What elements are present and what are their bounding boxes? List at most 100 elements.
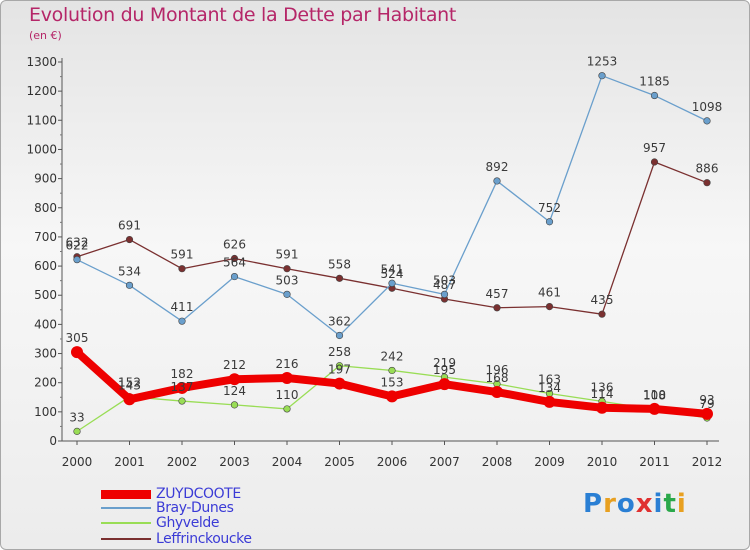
data-point-leffrinckoucke	[125, 235, 134, 244]
x-tick-label: 2004	[272, 455, 303, 469]
data-point-leffrinckoucke	[493, 304, 501, 312]
data-point-zuydcoote	[333, 377, 346, 390]
data-point-zuydcoote	[438, 378, 451, 391]
data-point-bray-dunes	[440, 290, 449, 298]
data-point-zuydcoote	[491, 386, 503, 399]
data-label-zuydcoote: 305	[66, 331, 89, 345]
data-point-zuydcoote	[71, 346, 83, 359]
y-tick-label: 1300	[26, 55, 57, 69]
y-tick-label: 400	[34, 317, 57, 331]
data-label-ghyvelde: 242	[381, 349, 404, 363]
data-label-ghyvelde: 110	[276, 388, 299, 402]
legend-label: ZUYDCOOTE	[156, 486, 241, 502]
data-point-leffrinckoucke	[178, 265, 186, 273]
data-point-bray-dunes	[335, 331, 344, 340]
legend-swatch	[101, 489, 151, 499]
data-label-zuydcoote: 197	[328, 363, 351, 377]
data-label-ghyvelde: 33	[69, 410, 84, 424]
data-label-bray-dunes: 752	[538, 201, 561, 215]
x-tick-label: 2001	[114, 455, 145, 469]
x-tick-label: 2007	[429, 455, 460, 469]
x-tick-label: 2005	[324, 455, 355, 469]
data-point-bray-dunes	[230, 272, 239, 281]
logo-letter: o	[616, 489, 636, 519]
x-tick-label: 2010	[587, 455, 618, 469]
data-label-ghyvelde: 152	[118, 376, 141, 390]
data-point-leffrinckoucke	[283, 265, 291, 273]
legend-label: Leffrinckoucke	[156, 531, 252, 547]
data-label-ghyvelde: 137	[171, 380, 194, 394]
legend-item-bray-dunes: Bray-Dunes	[101, 500, 234, 516]
data-label-zuydcoote: 153	[381, 375, 404, 389]
data-label-ghyvelde: 136	[591, 380, 614, 394]
legend-swatch	[101, 522, 151, 524]
y-tick-label: 900	[34, 172, 57, 186]
data-label-bray-dunes: 622	[66, 239, 89, 253]
data-label-zuydcoote: 110	[643, 388, 666, 402]
data-label-bray-dunes: 1098	[692, 100, 723, 114]
data-point-zuydcoote	[386, 390, 398, 403]
legend-label: Bray-Dunes	[156, 500, 234, 516]
data-point-ghyvelde	[283, 405, 291, 413]
data-label-ghyvelde: 79	[699, 397, 714, 411]
data-label-bray-dunes: 564	[223, 256, 246, 270]
data-label-leffrinckoucke: 487	[433, 278, 456, 292]
data-label-bray-dunes: 362	[328, 314, 351, 328]
data-point-bray-dunes	[73, 256, 81, 264]
data-point-zuydcoote	[648, 402, 661, 415]
data-label-zuydcoote: 212	[223, 358, 246, 372]
legend-item-zuydcoote: ZUYDCOOTE	[101, 486, 241, 502]
y-tick-label: 300	[34, 347, 57, 361]
data-label-ghyvelde: 196	[486, 363, 509, 377]
data-point-bray-dunes	[388, 279, 396, 287]
data-label-bray-dunes: 503	[433, 273, 456, 287]
data-label-bray-dunes: 534	[118, 264, 141, 278]
logo-letter: r	[603, 489, 617, 519]
x-tick-label: 2000	[62, 455, 93, 469]
legend-swatch	[101, 507, 151, 509]
data-label-zuydcoote: 182	[171, 367, 194, 381]
data-label-zuydcoote: 168	[486, 371, 509, 385]
data-label-zuydcoote: 114	[591, 387, 614, 401]
x-tick-label: 2003	[219, 455, 250, 469]
data-label-zuydcoote: 143	[118, 378, 141, 392]
data-point-leffrinckoucke	[335, 274, 344, 282]
data-point-ghyvelde	[178, 397, 186, 405]
data-label-zuydcoote: 93	[699, 393, 714, 407]
data-label-leffrinckoucke: 461	[538, 286, 561, 300]
data-point-leffrinckoucke	[545, 303, 554, 311]
data-label-leffrinckoucke: 957	[643, 141, 666, 155]
logo-letter: i	[676, 489, 687, 519]
data-label-leffrinckoucke: 558	[328, 257, 351, 271]
logo-letter: x	[635, 489, 654, 519]
data-point-ghyvelde	[73, 427, 81, 435]
x-tick-label: 2011	[639, 455, 670, 469]
y-tick-label: 1200	[26, 84, 57, 98]
data-label-leffrinckoucke: 591	[171, 248, 194, 262]
data-label-leffrinckoucke: 691	[118, 219, 141, 233]
data-point-zuydcoote	[123, 393, 136, 406]
data-point-zuydcoote	[543, 395, 556, 408]
data-label-leffrinckoucke: 591	[276, 248, 299, 262]
data-point-zuydcoote	[228, 373, 241, 386]
legend-item-ghyvelde: Ghyvelde	[101, 515, 220, 531]
data-point-bray-dunes	[650, 91, 659, 100]
logo-letter: P	[583, 489, 604, 519]
data-label-bray-dunes: 503	[276, 273, 299, 287]
data-point-leffrinckoucke	[598, 310, 606, 318]
data-label-bray-dunes: 892	[486, 160, 509, 174]
proxiti-logo: Proxiti	[583, 489, 687, 519]
legend-label: Ghyvelde	[156, 515, 220, 531]
data-point-ghyvelde	[230, 401, 239, 409]
y-tick-label: 800	[34, 201, 57, 215]
data-point-ghyvelde	[388, 366, 396, 375]
data-point-leffrinckoucke	[650, 158, 659, 166]
data-label-leffrinckoucke: 886	[696, 162, 719, 176]
y-tick-label: 100	[34, 405, 57, 419]
y-tick-label: 600	[34, 259, 57, 273]
data-point-bray-dunes	[493, 177, 501, 185]
data-point-leffrinckoucke	[230, 254, 239, 263]
data-point-bray-dunes	[598, 72, 606, 80]
